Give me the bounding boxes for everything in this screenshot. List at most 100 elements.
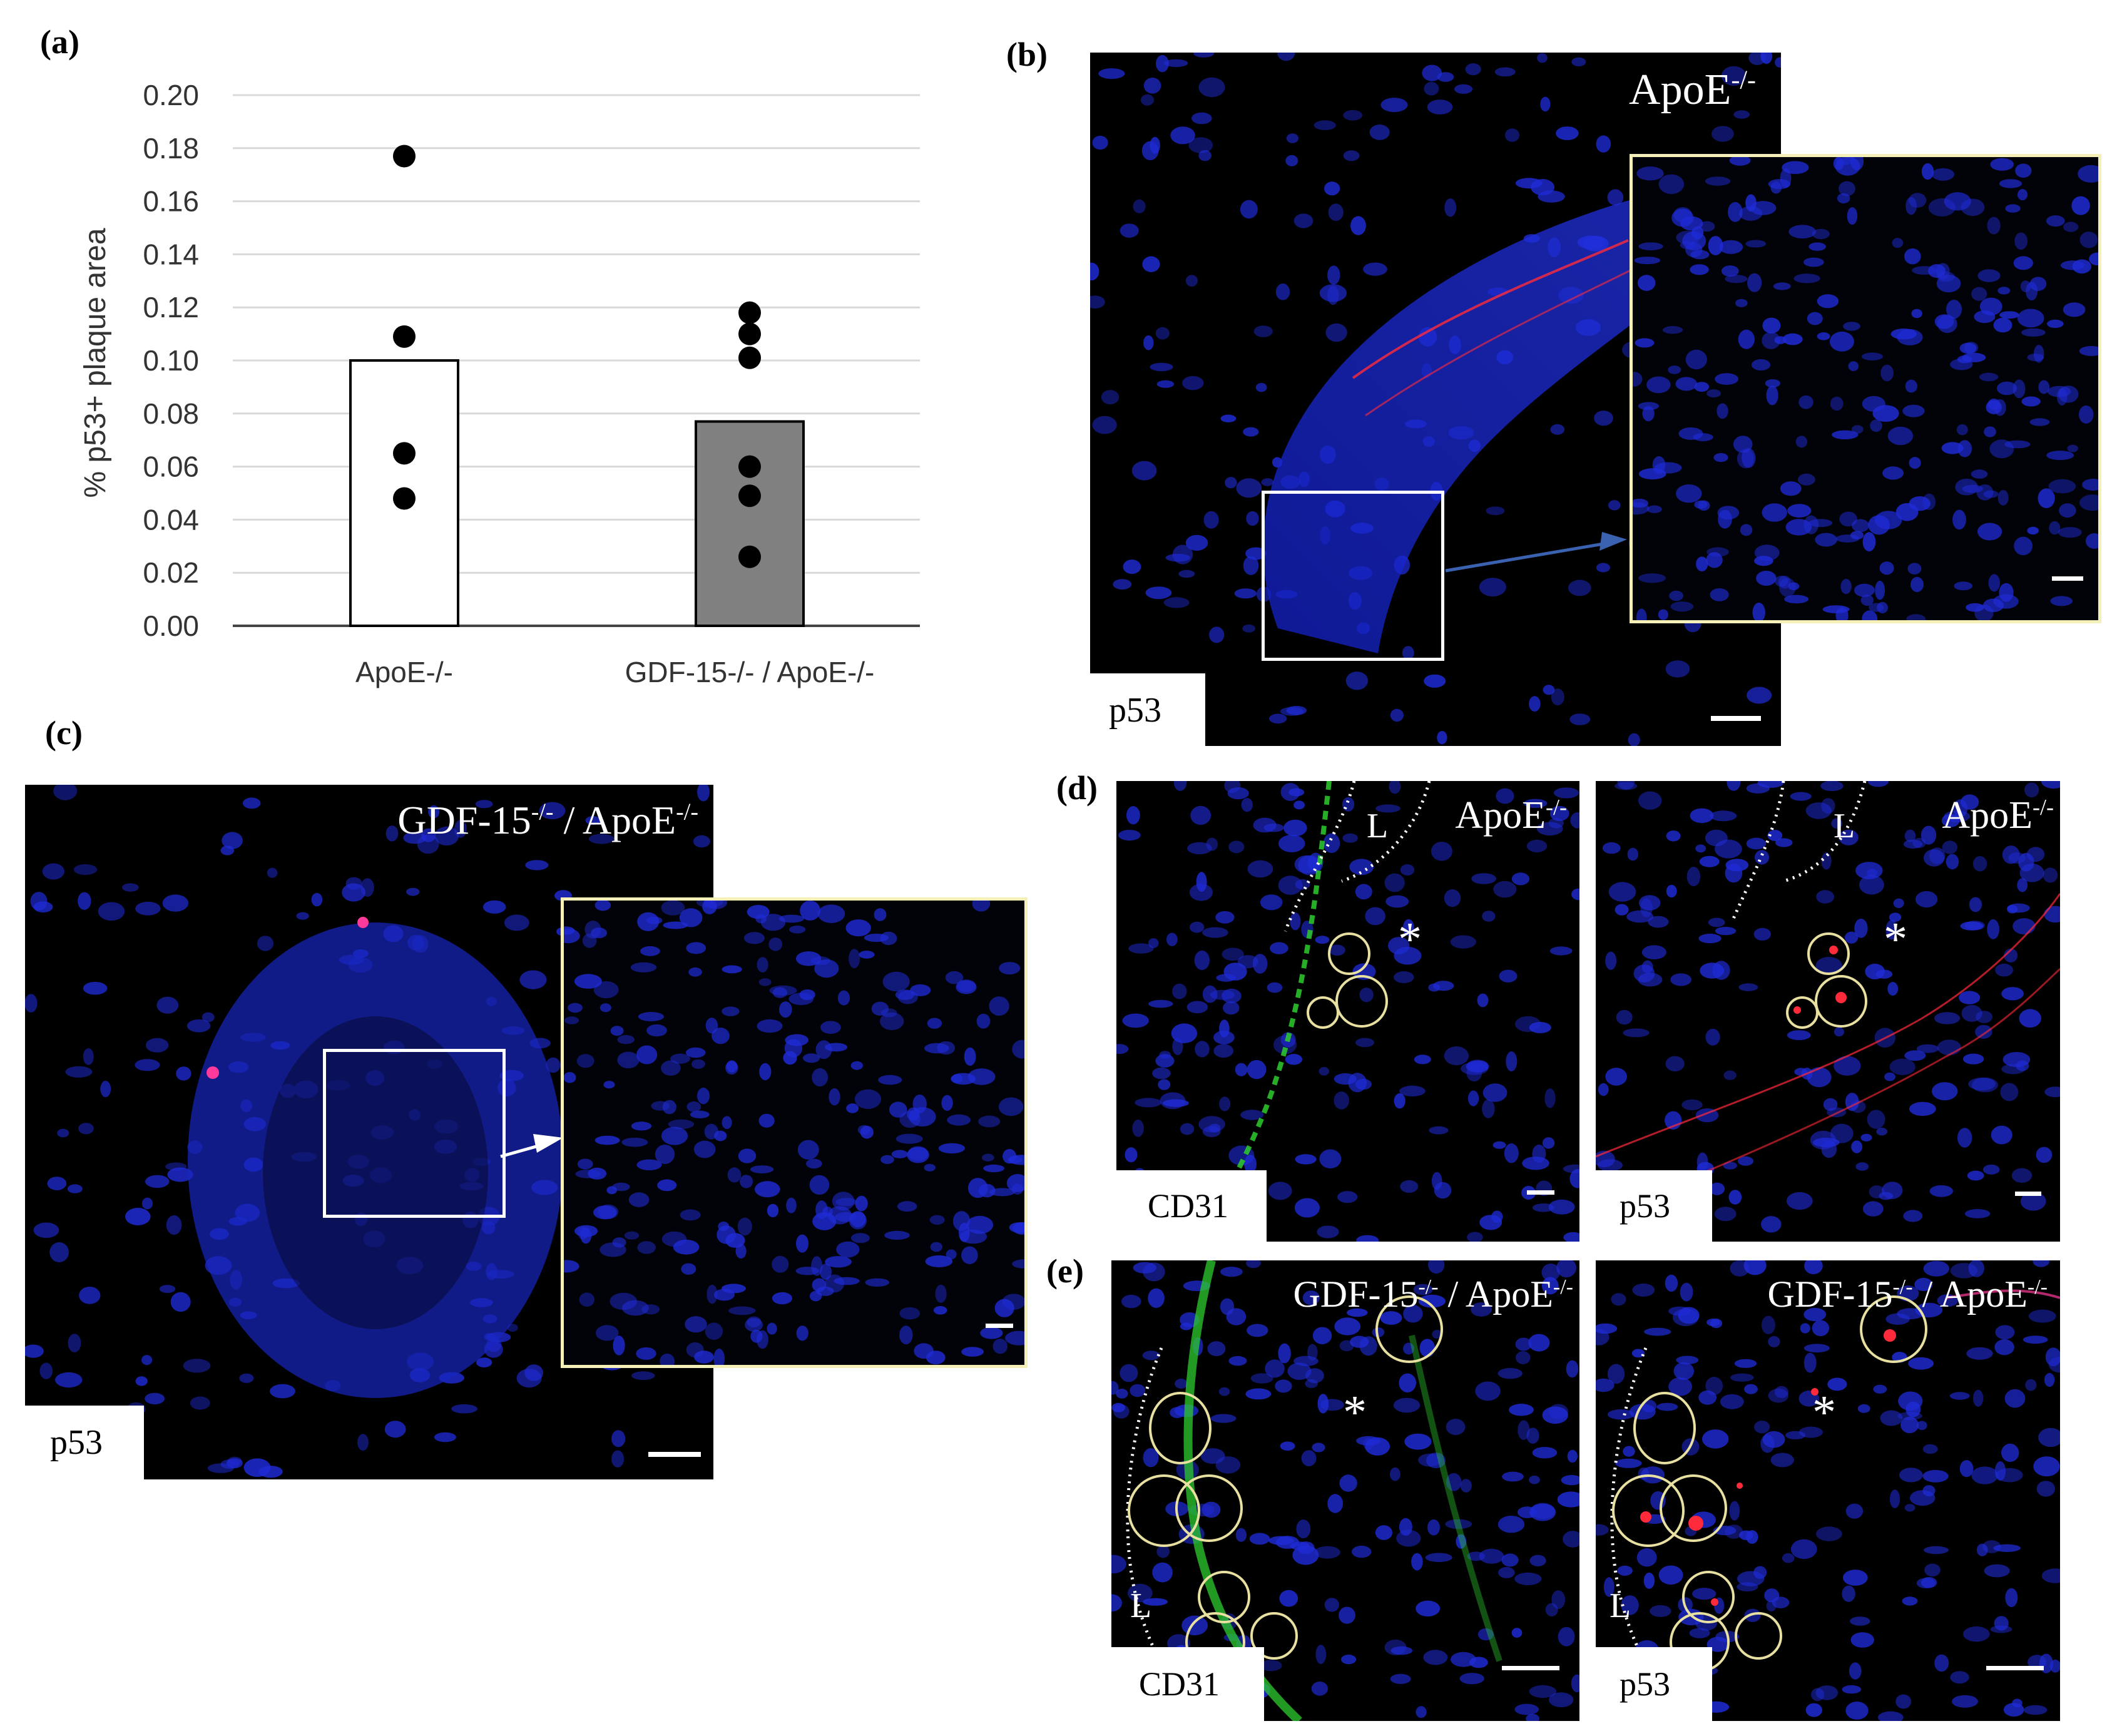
nucleus bbox=[1170, 126, 1195, 145]
nucleus bbox=[1756, 571, 1777, 586]
nucleus bbox=[1855, 1162, 1869, 1171]
nucleus bbox=[1479, 578, 1506, 597]
x-category-labels: ApoE-/- GDF-15-/- / ApoE-/- bbox=[355, 656, 874, 688]
nucleus bbox=[1424, 81, 1439, 96]
nucleus bbox=[1355, 1038, 1374, 1048]
nucleus bbox=[1285, 1054, 1302, 1065]
nucleus bbox=[1414, 1054, 1431, 1065]
nucleus bbox=[1166, 932, 1178, 946]
nucleus bbox=[1598, 1083, 1609, 1096]
nucleus bbox=[757, 1019, 783, 1033]
nucleus bbox=[1668, 1306, 1691, 1316]
nucleus bbox=[772, 1255, 789, 1273]
nucleus bbox=[1889, 1058, 1916, 1075]
nucleus bbox=[1557, 1491, 1579, 1508]
nucleus bbox=[564, 1260, 579, 1273]
nucleus bbox=[694, 1351, 714, 1364]
nucleus bbox=[849, 1212, 867, 1230]
nucleus bbox=[1428, 1260, 1445, 1274]
nucleus bbox=[1116, 1044, 1129, 1054]
nucleus bbox=[1934, 314, 1954, 329]
nucleus bbox=[2015, 163, 2032, 178]
nucleus bbox=[1563, 1531, 1579, 1548]
nucleus bbox=[2060, 260, 2085, 270]
nucleus bbox=[1999, 179, 2022, 188]
nucleus bbox=[73, 864, 98, 875]
nucleus bbox=[451, 1404, 477, 1414]
nucleus bbox=[156, 996, 179, 1014]
nucleus bbox=[1553, 787, 1579, 799]
nucleus bbox=[1200, 1448, 1225, 1464]
nucleus bbox=[1445, 1519, 1472, 1529]
nucleus bbox=[1983, 598, 2004, 613]
nucleus bbox=[1632, 1283, 1655, 1297]
nucleus bbox=[2033, 345, 2044, 363]
nucleus bbox=[1342, 797, 1355, 812]
nucleus bbox=[1350, 1335, 1369, 1348]
nucleus bbox=[1960, 921, 1984, 931]
nucleus bbox=[1983, 490, 1999, 498]
nucleus bbox=[1775, 575, 1788, 587]
nucleus bbox=[342, 883, 365, 902]
nucleus bbox=[976, 1013, 991, 1029]
nucleus bbox=[1143, 78, 1161, 94]
nucleus bbox=[1185, 275, 1198, 287]
nucleus bbox=[855, 1195, 868, 1212]
nucleus bbox=[1921, 163, 1934, 180]
nucleus bbox=[924, 1163, 936, 1172]
nucleus bbox=[1116, 1389, 1128, 1399]
nucleus bbox=[1738, 983, 1758, 991]
nucleus bbox=[1737, 1156, 1754, 1166]
nucleus bbox=[767, 1322, 777, 1335]
nucleus bbox=[2005, 1588, 2018, 1607]
nucleus bbox=[2004, 440, 2031, 449]
nucleus bbox=[1889, 912, 1902, 922]
nucleus bbox=[1995, 963, 2013, 977]
nucleus bbox=[845, 919, 871, 937]
nucleus bbox=[1215, 911, 1235, 924]
nucleus bbox=[1425, 1553, 1452, 1563]
y-axis-label: % p53+ plaque area bbox=[79, 228, 112, 498]
nucleus bbox=[2041, 1568, 2060, 1583]
nucleus bbox=[1399, 1373, 1416, 1392]
nucleus bbox=[2021, 328, 2046, 337]
nucleus bbox=[1738, 329, 1755, 349]
nucleus bbox=[824, 1274, 845, 1293]
nucleus bbox=[1388, 937, 1410, 954]
nucleus bbox=[1902, 1596, 1918, 1606]
nucleus bbox=[1762, 1431, 1785, 1448]
nucleus bbox=[1518, 1420, 1530, 1440]
nucleus bbox=[640, 946, 660, 956]
nucleus bbox=[1665, 1056, 1685, 1072]
nucleus bbox=[1641, 945, 1666, 959]
nucleus bbox=[661, 1060, 681, 1076]
nucleus bbox=[1122, 1013, 1149, 1028]
nucleus bbox=[786, 1197, 797, 1213]
nucleus bbox=[1544, 1088, 1556, 1108]
nucleus bbox=[1444, 198, 1457, 217]
nucleus bbox=[628, 1192, 650, 1207]
nucleus bbox=[1437, 731, 1447, 745]
nucleus bbox=[651, 1101, 670, 1111]
nucleus bbox=[1608, 882, 1636, 902]
nucleus bbox=[1369, 125, 1390, 140]
nucleus bbox=[1654, 462, 1682, 474]
nucleus bbox=[183, 1359, 211, 1373]
nucleus bbox=[1121, 1294, 1141, 1309]
nucleus bbox=[1193, 53, 1215, 58]
nucleus bbox=[1324, 1598, 1339, 1612]
nucleus bbox=[1152, 1067, 1171, 1080]
nucleus bbox=[1375, 1525, 1392, 1540]
data-point bbox=[738, 301, 761, 324]
nucleus bbox=[690, 1110, 710, 1118]
nucleus bbox=[1903, 839, 1923, 849]
nucleus bbox=[1685, 349, 1707, 370]
nucleus bbox=[637, 912, 660, 931]
nucleus bbox=[1795, 436, 1808, 448]
nucleus bbox=[895, 989, 915, 1000]
nucleus bbox=[1511, 1628, 1523, 1638]
nucleus bbox=[2079, 494, 2098, 511]
nucleus bbox=[860, 1125, 874, 1139]
nucleus bbox=[2067, 444, 2078, 452]
nucleus bbox=[2018, 189, 2028, 201]
